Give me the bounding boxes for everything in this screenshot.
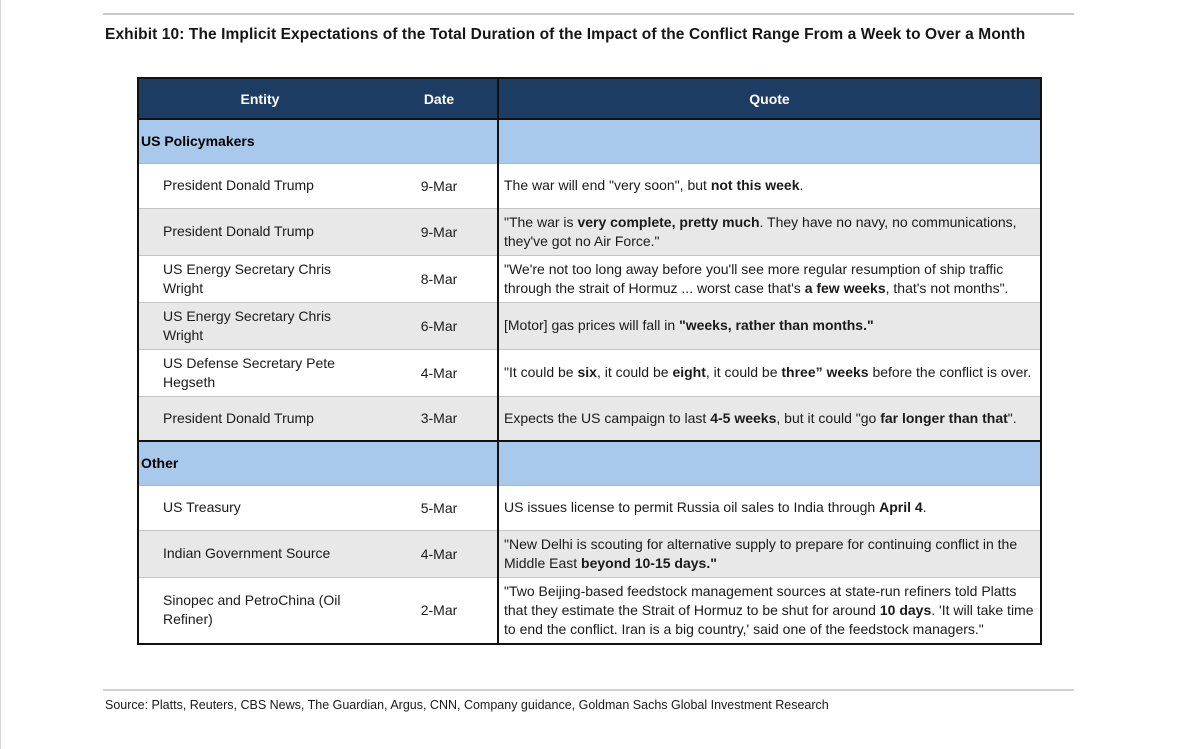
- date-cell: 9-Mar: [381, 207, 498, 255]
- quote-cell: "It could be six, it could be eight, it …: [497, 348, 1041, 396]
- bottom-divider: [103, 689, 1074, 691]
- quote-cell: Expects the US campaign to last 4-5 week…: [497, 395, 1041, 441]
- date-cell: 9-Mar: [381, 162, 498, 208]
- top-divider: [103, 13, 1074, 15]
- entity-cell: President Donald Trump: [138, 207, 381, 255]
- entity-cell: US Defense Secretary Pete Hegseth: [138, 348, 381, 396]
- section-label: Other: [138, 440, 498, 486]
- table-row: US Energy Secretary Chris Wright 6-Mar [Mo…: [138, 301, 1041, 349]
- table-row: Sinopec and PetroChina (Oil Refiner) 2-Ma…: [138, 576, 1041, 644]
- date-cell: 8-Mar: [381, 254, 498, 302]
- date-cell: 3-Mar: [381, 395, 498, 441]
- section-row-0: US Policymakers: [138, 118, 1041, 164]
- section-label: US Policymakers: [138, 118, 498, 164]
- quote-cell: [Motor] gas prices will fall in "weeks, …: [497, 301, 1041, 349]
- quote-cell: "Two Beijing-based feedstock management …: [497, 576, 1041, 644]
- date-cell: 2-Mar: [381, 576, 498, 644]
- quote-cell: US issues license to permit Russia oil s…: [497, 484, 1041, 530]
- exhibit-title: Exhibit 10: The Implicit Expectations of…: [105, 26, 1026, 43]
- section-empty-cell: [497, 440, 1041, 486]
- entity-cell: Sinopec and PetroChina (Oil Refiner): [138, 576, 381, 644]
- source-note: Source: Platts, Reuters, CBS News, The G…: [105, 698, 829, 712]
- exhibit-table: Entity Date Quote US Policymakers Preside…: [137, 77, 1042, 645]
- table-header-row: Entity Date Quote: [138, 78, 1041, 120]
- section-row-1: Other: [138, 440, 1041, 486]
- entity-cell: President Donald Trump: [138, 162, 381, 208]
- column-header-quote: Quote: [497, 78, 1041, 120]
- quote-cell: "We're not too long away before you'll s…: [497, 254, 1041, 302]
- column-header-entity: Entity: [138, 78, 381, 120]
- quote-cell: "The war is very complete, pretty much. …: [497, 207, 1041, 255]
- quote-cell: The war will end "very soon", but not th…: [497, 162, 1041, 208]
- entity-cell: US Energy Secretary Chris Wright: [138, 301, 381, 349]
- table-row: President Donald Trump 9-Mar "The war is v…: [138, 207, 1041, 255]
- column-header-date: Date: [381, 78, 498, 120]
- quote-cell: "New Delhi is scouting for alternative s…: [497, 529, 1041, 577]
- date-cell: 6-Mar: [381, 301, 498, 349]
- date-cell: 5-Mar: [381, 484, 498, 530]
- table-row: US Treasury 5-Mar US issues license to per…: [138, 484, 1041, 530]
- date-cell: 4-Mar: [381, 348, 498, 396]
- table-row: President Donald Trump 3-Mar Expects the U…: [138, 395, 1041, 441]
- window-edge-line: [0, 0, 1, 749]
- table-row: US Defense Secretary Pete Hegseth 4-Mar "I…: [138, 348, 1041, 396]
- entity-cell: US Energy Secretary Chris Wright: [138, 254, 381, 302]
- entity-cell: US Treasury: [138, 484, 381, 530]
- date-cell: 4-Mar: [381, 529, 498, 577]
- table-row: Indian Government Source 4-Mar "New Delhi …: [138, 529, 1041, 577]
- section-empty-cell: [497, 118, 1041, 164]
- entity-cell: President Donald Trump: [138, 395, 381, 441]
- table-row: President Donald Trump 9-Mar The war will …: [138, 162, 1041, 208]
- table-row: US Energy Secretary Chris Wright 8-Mar "We…: [138, 254, 1041, 302]
- entity-cell: Indian Government Source: [138, 529, 381, 577]
